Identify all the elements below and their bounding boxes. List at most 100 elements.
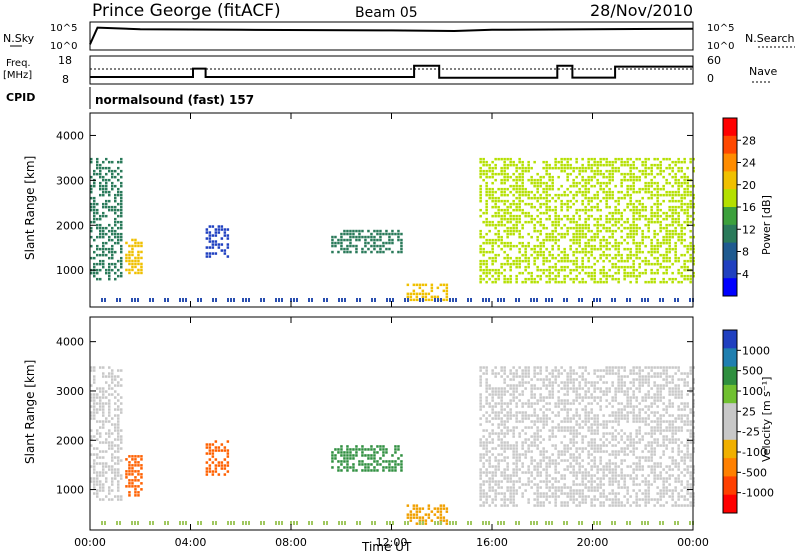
echo-cell	[128, 262, 131, 266]
echo-cell	[394, 445, 397, 448]
echo-cell	[415, 283, 419, 287]
echo-cell	[599, 408, 602, 411]
echo-cell	[491, 432, 494, 435]
x-tick-label: 00:00	[677, 536, 709, 549]
echo-cell	[569, 247, 572, 251]
echo-cell	[677, 447, 680, 450]
echo-cell	[614, 220, 617, 224]
echo-cell	[503, 474, 506, 477]
echo-cell	[211, 443, 215, 446]
echo-cell	[686, 441, 689, 444]
echo-cell	[644, 483, 647, 486]
echo-cell	[623, 259, 626, 263]
echo-cell	[518, 196, 521, 200]
echo-cell	[689, 435, 692, 438]
echo-cell	[593, 456, 596, 459]
echo-cell	[111, 453, 114, 456]
echo-cell	[599, 223, 602, 227]
echo-cell	[683, 453, 686, 456]
echo-cell	[503, 435, 506, 438]
echo-cell	[650, 268, 653, 272]
echo-cell	[641, 399, 644, 402]
echo-cell	[587, 480, 590, 483]
colorbar-segment	[723, 242, 737, 261]
echo-cell	[388, 466, 391, 469]
echo-cell	[656, 501, 659, 504]
echo-cell	[93, 265, 96, 269]
echo-cell	[683, 259, 686, 263]
echo-cell	[527, 169, 530, 173]
echo-cell	[99, 456, 102, 459]
echo-cell	[578, 265, 581, 269]
echo-cell	[668, 423, 671, 426]
echo-cell	[482, 495, 485, 498]
colorbar-tick-label: -1000	[742, 487, 774, 500]
echo-cell	[686, 492, 689, 495]
echo-cell	[632, 220, 635, 224]
echo-cell	[602, 495, 605, 498]
echo-cell	[644, 190, 647, 194]
echo-cell	[677, 396, 680, 399]
echo-cell	[551, 462, 554, 465]
echo-cell	[665, 229, 668, 233]
echo-cell	[584, 390, 587, 393]
echo-cell	[653, 471, 656, 474]
echo-cell	[659, 432, 662, 435]
echo-cell	[596, 417, 599, 420]
echo-cell	[575, 429, 578, 432]
echo-cell	[515, 163, 518, 167]
echo-cell	[590, 396, 593, 399]
echo-cell	[548, 474, 551, 477]
echo-cell	[617, 441, 620, 444]
echo-cell	[626, 190, 629, 194]
echo-cell	[584, 205, 587, 209]
echo-cell	[506, 166, 509, 170]
echo-cell	[533, 438, 536, 441]
echo-cell	[409, 295, 413, 299]
echo-cell	[120, 196, 123, 200]
echo-cell	[614, 271, 617, 275]
echo-cell	[677, 438, 680, 441]
echo-cell	[120, 247, 123, 251]
echo-cell	[223, 234, 227, 237]
echo-cell	[653, 411, 656, 414]
echo-cell	[590, 486, 593, 489]
ground-scatter-cell	[488, 298, 490, 302]
echo-cell	[602, 274, 605, 278]
echo-cell	[482, 211, 485, 215]
echo-cell	[569, 369, 572, 372]
echo-cell	[509, 217, 512, 221]
echo-cell	[578, 190, 581, 194]
echo-cell	[584, 474, 587, 477]
echo-cell	[488, 187, 491, 191]
echo-cell	[629, 202, 632, 206]
echo-cell	[554, 220, 557, 224]
echo-cell	[572, 226, 575, 230]
echo-cell	[560, 232, 563, 236]
echo-cell	[542, 480, 545, 483]
echo-cell	[533, 244, 536, 248]
echo-cell	[578, 462, 581, 465]
echo-cell	[680, 480, 683, 483]
echo-cell	[355, 247, 358, 251]
echo-cell	[662, 420, 665, 423]
echo-cell	[632, 408, 635, 411]
echo-cell	[421, 289, 425, 293]
echo-cell	[418, 283, 422, 287]
echo-cell	[629, 232, 632, 236]
echo-cell	[527, 262, 530, 266]
power-colorbar-label: Power [dB]	[760, 195, 773, 255]
echo-cell	[521, 447, 524, 450]
echo-cell	[650, 456, 653, 459]
echo-cell	[479, 378, 482, 381]
echo-cell	[626, 498, 629, 501]
echo-cell	[680, 504, 683, 507]
echo-cell	[485, 444, 488, 447]
echo-cell	[120, 190, 123, 194]
echo-cell	[527, 498, 530, 501]
echo-cell	[674, 226, 677, 230]
echo-cell	[593, 238, 596, 242]
echo-cell	[605, 381, 608, 384]
echo-cell	[120, 193, 123, 197]
echo-cell	[590, 483, 593, 486]
